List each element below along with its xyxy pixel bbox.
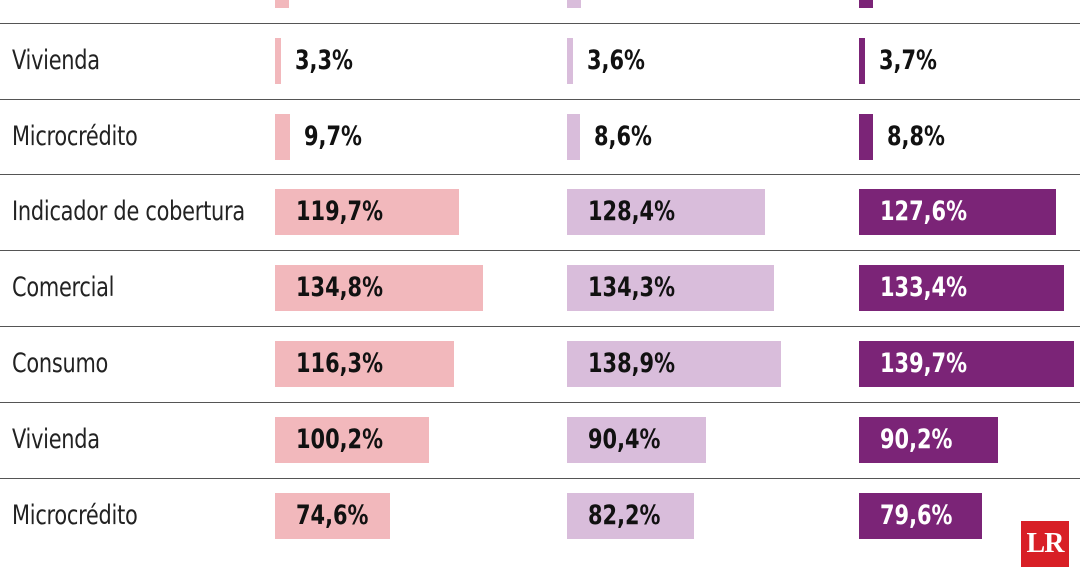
row-label: Microcrédito [12,499,138,531]
value-label-col3: 139,7% [880,348,968,379]
bar-col3 [859,265,1065,312]
bar-col2 [567,416,707,463]
bar-col2 [567,0,581,8]
bar-col2 [567,189,765,236]
value-label-col3: 79,6% [880,499,953,531]
table-row: Indicador de cobertura 119,7% 128,4% 127,6% [0,174,1080,250]
value-label-col1: 3,3% [295,44,353,76]
row-divider [0,99,1080,100]
bar-col3 [859,113,873,160]
value-label-col1: 134,8% [296,272,384,304]
table-row: Consumo 116,3% 138,9% 139,7% [0,326,1080,402]
value-label-col1: 100,2% [296,423,384,455]
value-label-col2: 128,4% [588,196,676,228]
bar-col1 [275,416,430,463]
value-label-col3: 90,2% [880,423,953,455]
value-label-col2: 3,6% [587,44,645,76]
value-label-col3: 133,4% [880,272,968,304]
bar-col3 [859,189,1056,236]
bar-col2 [567,37,573,84]
row-divider [0,23,1080,24]
value-label-col1: 119,7% [296,196,384,228]
value-label-col3: 3,7% [879,44,937,76]
row-label: Comercial [12,272,115,304]
table-row: Microcrédito 9,7% 8,6% 8,8% [0,99,1080,175]
row-divider [0,478,1080,479]
table-row: Vivienda 3,3% 3,6% 3,7% [0,23,1080,99]
bar-col1 [275,0,289,8]
row-label: Vivienda [12,423,100,455]
table-row: Microcrédito 74,6% 82,2% 79,6% [0,478,1080,554]
row-divider [0,402,1080,403]
value-label-col2: 82,2% [588,499,661,531]
bar-col3 [859,492,982,539]
value-label-col3: 127,6% [880,196,968,228]
bar-col3 [859,37,865,84]
bar-col3 [859,341,1075,387]
row-divider [0,250,1080,251]
bar-col1 [275,113,290,160]
row-label: Microcrédito [12,120,138,152]
bar-col3 [859,0,873,8]
value-label-col3: 8,8% [886,120,945,152]
lr-logo: LR [1021,521,1069,567]
bar-col2 [567,492,694,539]
table-row [0,0,1080,23]
value-label-col2: 90,4% [588,423,661,455]
value-label-col2: 8,6% [594,120,653,152]
row-label: Indicador de cobertura [12,196,245,228]
bar-col1 [275,492,390,539]
bar-col2 [567,341,781,387]
bar-col1 [275,341,455,387]
bar-col1 [275,265,483,312]
value-label-col2: 138,9% [588,348,676,379]
bar-col3 [859,416,998,463]
row-label: Consumo [12,348,109,379]
table-row: Vivienda 100,2% 90,4% 90,2% [0,402,1080,478]
value-label-col1: 74,6% [296,499,369,531]
bar-col2 [567,113,581,160]
row-divider [0,174,1080,175]
bar-col2 [567,265,774,312]
bar-col1 [275,37,281,84]
row-label: Vivienda [12,44,100,76]
row-divider [0,326,1080,327]
bar-col1 [275,189,460,236]
value-label-col1: 9,7% [303,120,362,152]
value-label-col1: 116,3% [296,348,384,379]
table-row: Comercial 134,8% 134,3% 133,4% [0,250,1080,326]
value-label-col2: 134,3% [588,272,676,304]
